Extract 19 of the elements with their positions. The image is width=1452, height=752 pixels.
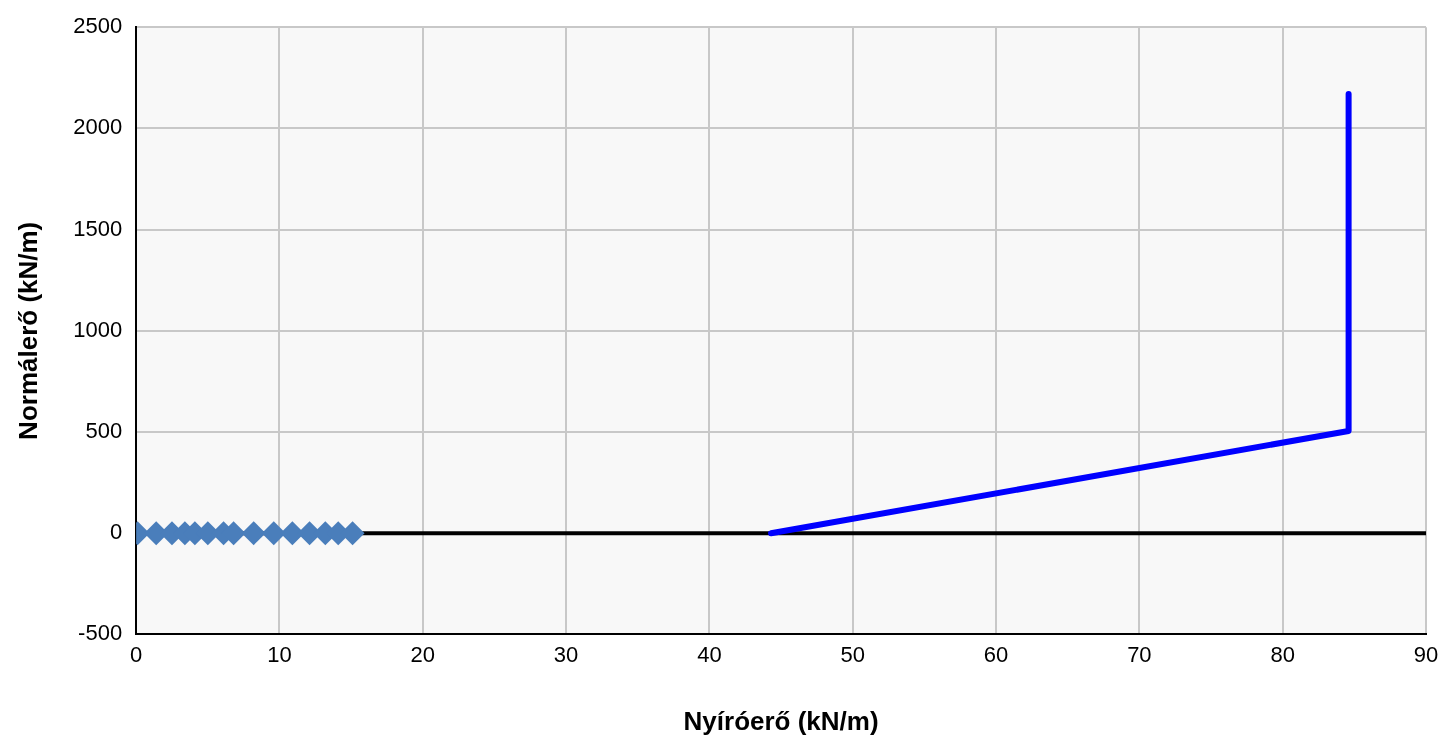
x-tick-label: 50 bbox=[840, 641, 865, 667]
y-tick-label: 1500 bbox=[73, 215, 123, 241]
y-tick-label: 1000 bbox=[73, 316, 123, 342]
x-tick-label: 70 bbox=[1127, 641, 1152, 667]
y-tick-label: 2500 bbox=[73, 13, 123, 39]
y-tick-label: 500 bbox=[85, 418, 123, 444]
y-tick-label: 2000 bbox=[73, 114, 123, 140]
x-tick-label: 40 bbox=[697, 641, 722, 667]
x-tick-label: 90 bbox=[1413, 641, 1439, 667]
x-tick-label: 20 bbox=[410, 641, 436, 667]
y-tick-label: 0 bbox=[109, 519, 123, 545]
y-axis-title: Normálerő (kN/m) bbox=[12, 221, 43, 440]
x-tick-label: 60 bbox=[983, 641, 1009, 667]
x-tick-label: 0 bbox=[130, 641, 143, 667]
x-tick-label: 80 bbox=[1270, 641, 1295, 667]
x-tick-label: 10 bbox=[267, 641, 292, 667]
y-tick-label: -500 bbox=[78, 620, 123, 646]
x-axis-title: Nyíróerő (kN/m) bbox=[683, 705, 879, 736]
x-tick-label: 30 bbox=[553, 641, 579, 667]
